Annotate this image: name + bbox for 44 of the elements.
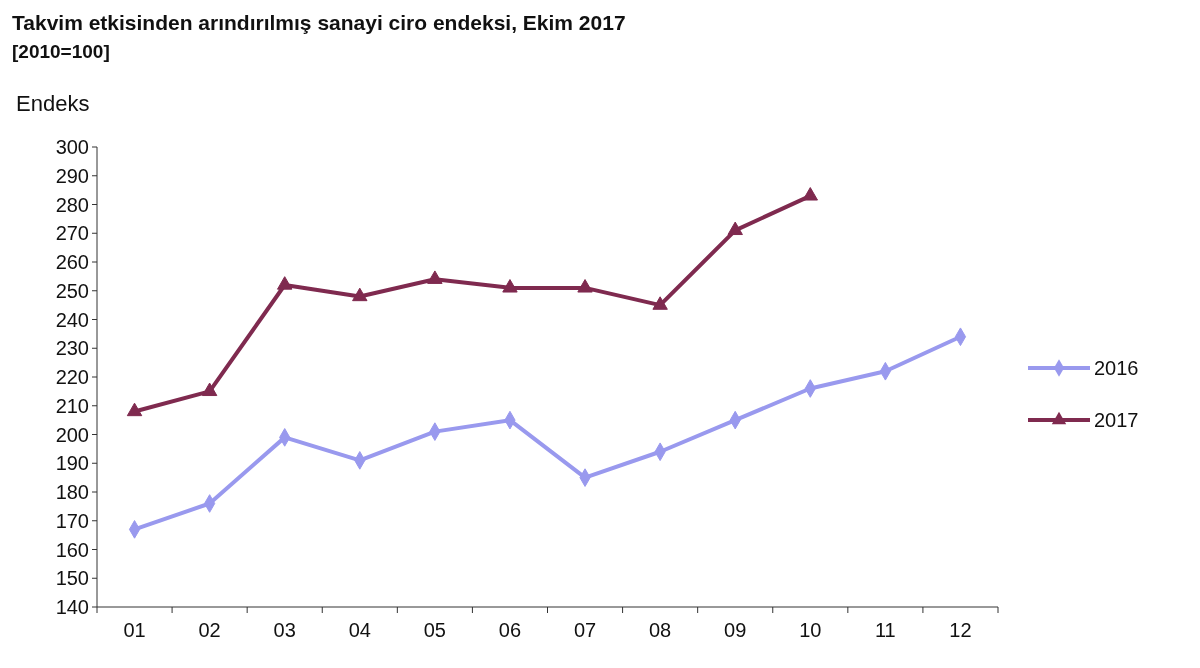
x-tick-label: 03	[273, 619, 296, 641]
y-tick-label: 300	[55, 136, 89, 158]
point	[201, 382, 218, 397]
y-tick-label: 240	[55, 308, 89, 331]
point	[802, 187, 818, 201]
y-tick-label: 150	[55, 567, 89, 590]
y-tick-label: 290	[55, 164, 89, 187]
point	[502, 279, 518, 293]
chart-title: Takvim etkisinden arındırılmış sanayi ciro endeksi, Ekim 2017	[12, 11, 626, 34]
y-tick-label: 180	[55, 481, 89, 503]
point	[277, 276, 293, 290]
point	[577, 279, 593, 293]
y-tick-label: 250	[55, 279, 89, 302]
point	[427, 270, 443, 284]
x-tick-label: 02	[198, 619, 221, 641]
y-axis-title: Endeks	[16, 91, 90, 116]
y-tick-label: 230	[55, 337, 89, 360]
y-tick-label: 190	[55, 452, 89, 475]
x-tick-label: 09	[724, 619, 747, 641]
x-tick-label: 10	[799, 619, 822, 641]
legend-label: 2017	[1094, 409, 1139, 431]
x-tick-label: 04	[348, 619, 371, 641]
y-tick-label: 170	[55, 509, 89, 532]
x-tick-label: 07	[573, 619, 597, 641]
x-tick-label: 01	[123, 619, 146, 641]
y-tick-label: 220	[55, 366, 89, 388]
legend-label: 2016	[1094, 357, 1139, 379]
y-tick-label: 280	[55, 193, 89, 216]
y-tick-label: 260	[55, 251, 89, 273]
x-tick-label: 11	[874, 619, 896, 641]
point	[652, 296, 668, 310]
x-tick-label: 05	[423, 619, 446, 641]
x-tick-label: 06	[498, 619, 522, 641]
y-tick-label: 160	[55, 538, 89, 561]
y-tick-label: 200	[55, 423, 89, 446]
chart-subtitle: [2010=100]	[12, 41, 110, 62]
point	[352, 287, 368, 302]
point	[126, 402, 143, 417]
y-tick-label: 210	[55, 394, 89, 417]
y-tick-label: 270	[55, 222, 89, 245]
y-tick-label: 140	[55, 596, 89, 618]
x-tick-label: 12	[949, 619, 972, 641]
x-tick-label: 08	[649, 619, 672, 641]
point	[727, 221, 743, 236]
